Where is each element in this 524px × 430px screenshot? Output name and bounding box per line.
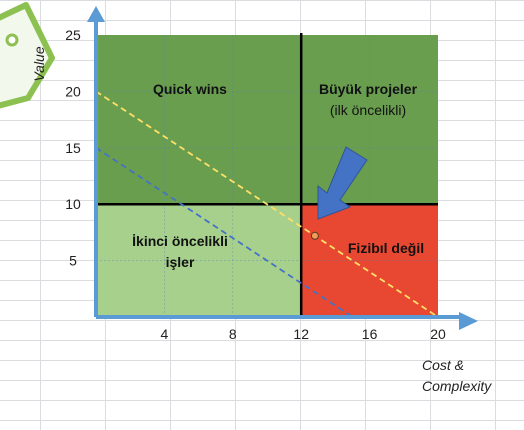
data-point bbox=[310, 231, 319, 240]
quadrant-label-quick-wins: Quick wins bbox=[153, 81, 227, 97]
inner-gridlines bbox=[96, 35, 438, 317]
y-tick-label: 20 bbox=[65, 83, 81, 99]
y-tick-label: 25 bbox=[65, 27, 81, 43]
pointer-arrow bbox=[317, 146, 368, 220]
quadrant-quick-wins bbox=[96, 35, 302, 205]
y-axis-title: Value bbox=[31, 46, 47, 82]
x-tick-label: 4 bbox=[161, 326, 169, 342]
quadrant-label-ikinci-oncelikli: İkinci öncelikli bbox=[132, 233, 228, 249]
quadrant-ikinci-oncelikli bbox=[96, 204, 302, 317]
x-tick-label: 12 bbox=[293, 326, 309, 342]
y-axis-arrowhead bbox=[87, 6, 105, 22]
y-tick-label: 5 bbox=[69, 253, 77, 269]
yellow-threshold-line bbox=[95, 90, 439, 318]
quadrant-label-buyuk-projeler: (ilk öncelikli) bbox=[330, 102, 406, 118]
quadrant-labels: Quick wins Büyük projeler (ilk öncelikli) İ… bbox=[132, 81, 424, 270]
axis-layer: 4 8 12 16 20 5 10 15 20 25 Value Cost & Complexity bbox=[31, 6, 492, 394]
marker-layer bbox=[310, 146, 368, 240]
x-tick-label: 8 bbox=[229, 326, 237, 342]
y-tick-label: 10 bbox=[65, 196, 81, 212]
x-axis-title-line: Complexity bbox=[422, 378, 492, 394]
quadrant-label-fizibil-degil: Fizibıl değil bbox=[348, 240, 424, 256]
y-tick-label: 15 bbox=[65, 140, 81, 156]
quadrant-label-buyuk-projeler: Büyük projeler bbox=[319, 81, 418, 97]
threshold-lines bbox=[95, 90, 439, 318]
x-axis-title-line: Cost & bbox=[422, 357, 464, 373]
tag-icon bbox=[0, 2, 55, 109]
x-axis-arrowhead bbox=[459, 312, 478, 330]
x-tick-label: 20 bbox=[430, 326, 446, 342]
quadrant-label-ikinci-oncelikli: işler bbox=[166, 254, 195, 270]
blue-threshold-line bbox=[95, 147, 353, 318]
x-tick-label: 16 bbox=[362, 326, 378, 342]
quadrant-layer bbox=[96, 35, 438, 317]
